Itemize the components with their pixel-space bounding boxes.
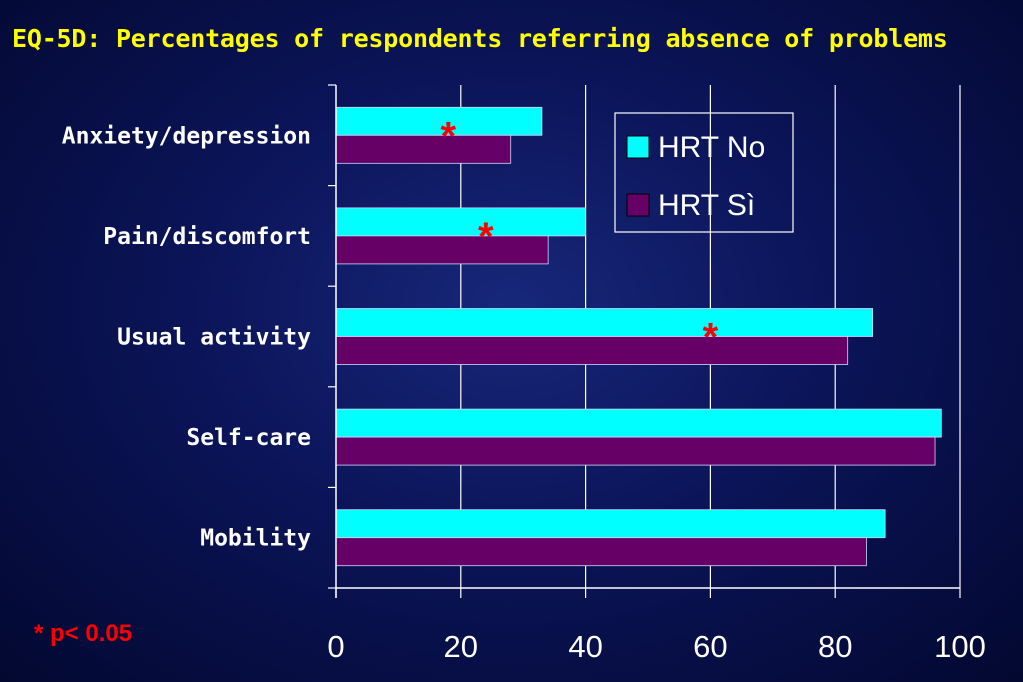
category-label: Mobility <box>200 526 311 552</box>
legend-label: HRT Sì <box>658 189 755 222</box>
x-tick-label: 80 <box>818 629 852 664</box>
x-tick-label: 20 <box>444 629 478 664</box>
x-tick-label: 60 <box>693 629 727 664</box>
legend-label: HRT No <box>658 131 765 164</box>
legend-swatch <box>626 193 650 217</box>
bar-hrt-si <box>335 336 849 365</box>
bar-hrt-si <box>335 134 512 164</box>
bar-hrt-no <box>335 106 543 136</box>
bar-hrt-si <box>335 235 549 265</box>
significance-footnote: * p< 0.05 <box>34 620 133 647</box>
category-label: Usual activity <box>117 325 311 351</box>
x-tick-label: 100 <box>934 629 986 664</box>
bar-hrt-no <box>335 509 886 539</box>
category-label: Self-care <box>186 425 311 451</box>
x-tick-label: 0 <box>327 629 344 664</box>
significance-star: * <box>703 316 719 360</box>
bar-hrt-si <box>335 537 867 567</box>
legend-box <box>614 112 794 233</box>
chart-title: EQ-5D: Percentages of respondents referr… <box>12 24 948 53</box>
bar-hrt-no <box>335 308 874 337</box>
bar-hrt-no <box>335 408 942 438</box>
x-tick-label: 40 <box>568 629 602 664</box>
category-label: Anxiety/depression <box>62 123 311 149</box>
bar-hrt-si <box>335 436 936 466</box>
significance-star: * <box>478 215 494 259</box>
bar-hrt-no <box>335 207 587 237</box>
significance-star: * <box>441 114 457 158</box>
category-label: Pain/discomfort <box>103 224 311 250</box>
legend-swatch <box>626 135 650 159</box>
